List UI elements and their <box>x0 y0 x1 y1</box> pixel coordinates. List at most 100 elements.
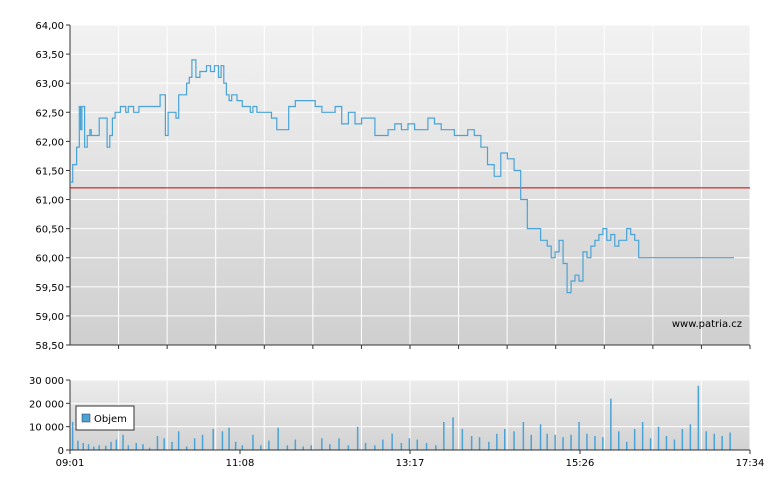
volume-bar <box>364 443 367 450</box>
volume-bar <box>496 433 498 450</box>
volume-bar <box>705 431 707 450</box>
price-x-ticks <box>118 345 751 349</box>
volume-y-tick-label: 30 000 <box>29 376 64 387</box>
volume-bar <box>522 422 525 450</box>
volume-bar <box>171 441 173 450</box>
volume-bar <box>135 443 137 450</box>
price-series <box>70 59 735 294</box>
volume-bar <box>673 439 676 450</box>
volume-bar <box>435 445 437 450</box>
volume-bar <box>115 439 118 450</box>
volume-bar <box>294 439 297 450</box>
volume-bar <box>347 445 350 450</box>
price-y-tick-label: 60,00 <box>35 254 64 265</box>
price-line <box>70 59 735 294</box>
price-y-tick-label: 63,50 <box>35 50 64 61</box>
volume-bar <box>470 436 473 450</box>
volume-bar <box>546 433 548 450</box>
volume-bar <box>618 431 620 450</box>
volume-bar <box>721 436 723 450</box>
volume-bar <box>665 436 668 450</box>
price-grid <box>70 24 751 346</box>
price-y-axis: 64,00 63,50 63,00 62,50 62,00 61,50 61,00 60,50… <box>35 21 70 352</box>
volume-bar <box>268 440 270 450</box>
volume-bar <box>570 434 572 450</box>
volume-bar <box>122 434 124 450</box>
volume-bar <box>425 443 428 450</box>
volume-bar <box>562 437 564 450</box>
x-tick-label: 11:08 <box>226 458 255 469</box>
price-y-tick-label: 61,50 <box>35 166 64 177</box>
volume-bar <box>201 434 204 450</box>
volume-bar <box>681 429 684 450</box>
volume-bar <box>338 438 340 450</box>
price-y-tick-label: 64,00 <box>35 21 64 32</box>
volume-bar <box>110 441 112 450</box>
volume-legend: Objem <box>75 405 135 431</box>
volume-bar <box>488 441 490 450</box>
volume-bar <box>697 385 700 450</box>
volume-bar <box>539 424 542 450</box>
volume-bar <box>657 426 660 450</box>
volume-bar <box>98 445 100 450</box>
volume-bar <box>302 446 304 450</box>
volume-bar <box>586 433 588 450</box>
volume-bar <box>212 429 214 450</box>
volume-bar <box>221 431 224 450</box>
price-y-tick-label: 62,00 <box>35 137 64 148</box>
price-y-tick-label: 59,00 <box>35 312 64 323</box>
volume-bar <box>729 432 731 450</box>
volume-bar <box>610 398 612 450</box>
volume-bar <box>478 437 481 450</box>
volume-bar <box>277 427 279 450</box>
volume-bar <box>93 446 95 450</box>
volume-bar <box>504 429 506 450</box>
volume-bar <box>530 434 532 450</box>
x-tick-label: 17:34 <box>736 458 765 469</box>
volume-x-axis: 09:01 11:08 13:17 15:26 17:34 <box>56 450 765 469</box>
volume-panel: 30 000 20 000 10 000 0 09:01 11:08 13:17 15:26… <box>29 376 764 469</box>
volume-bar <box>391 433 393 450</box>
volume-bar <box>260 445 262 450</box>
volume-bar <box>234 441 237 450</box>
volume-bars <box>71 385 731 450</box>
price-y-tick-label: 63,00 <box>35 79 64 90</box>
volume-bar <box>554 434 556 450</box>
volume-bar <box>461 429 464 450</box>
volume-bar <box>241 445 244 450</box>
volume-bar <box>193 438 196 450</box>
volume-bar <box>416 439 418 450</box>
x-tick-label: 15:26 <box>566 458 595 469</box>
x-tick-label: 09:01 <box>56 458 85 469</box>
volume-bar <box>513 431 515 450</box>
volume-bar <box>310 445 312 450</box>
volume-bar <box>286 445 289 450</box>
volume-bar <box>443 422 445 450</box>
volume-bar <box>452 417 454 450</box>
price-y-tick-label: 59,50 <box>35 283 64 294</box>
volume-bar <box>594 436 596 450</box>
volume-y-tick-label: 0 <box>58 446 64 457</box>
volume-bar <box>408 438 411 450</box>
volume-bar <box>71 422 74 450</box>
volume-bar <box>356 426 359 450</box>
volume-bar <box>163 438 165 450</box>
volume-bar <box>148 447 151 450</box>
volume-bar <box>82 443 84 450</box>
volume-bar <box>578 422 580 450</box>
volume-bar <box>329 444 331 450</box>
volume-y-tick-label: 20 000 <box>29 399 64 410</box>
source-credit: www.patria.cz <box>672 319 742 330</box>
volume-bar <box>127 445 130 450</box>
volume-y-tick-label: 10 000 <box>29 423 64 434</box>
volume-bar <box>105 445 107 450</box>
legend-label: Objem <box>94 414 127 425</box>
volume-bar <box>626 441 628 450</box>
volume-bar <box>400 443 403 450</box>
price-y-tick-label: 61,00 <box>35 196 64 207</box>
volume-bar <box>374 445 376 450</box>
volume-bar <box>185 446 188 450</box>
price-y-tick-label: 58,50 <box>35 341 64 352</box>
volume-bar <box>641 422 644 450</box>
